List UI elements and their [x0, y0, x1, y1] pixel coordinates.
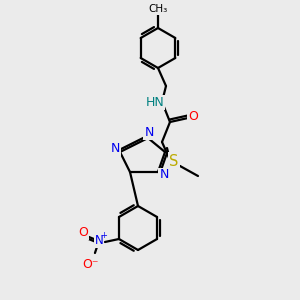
Text: +: + — [100, 232, 107, 241]
Text: S: S — [169, 154, 179, 169]
Text: HN: HN — [146, 95, 164, 109]
Text: N: N — [144, 125, 154, 139]
Text: O: O — [78, 226, 88, 238]
Text: N: N — [159, 169, 169, 182]
Text: N: N — [110, 142, 120, 155]
Text: N: N — [94, 235, 103, 248]
Text: CH₃: CH₃ — [148, 4, 168, 14]
Text: O⁻: O⁻ — [83, 257, 99, 271]
Text: O: O — [188, 110, 198, 124]
